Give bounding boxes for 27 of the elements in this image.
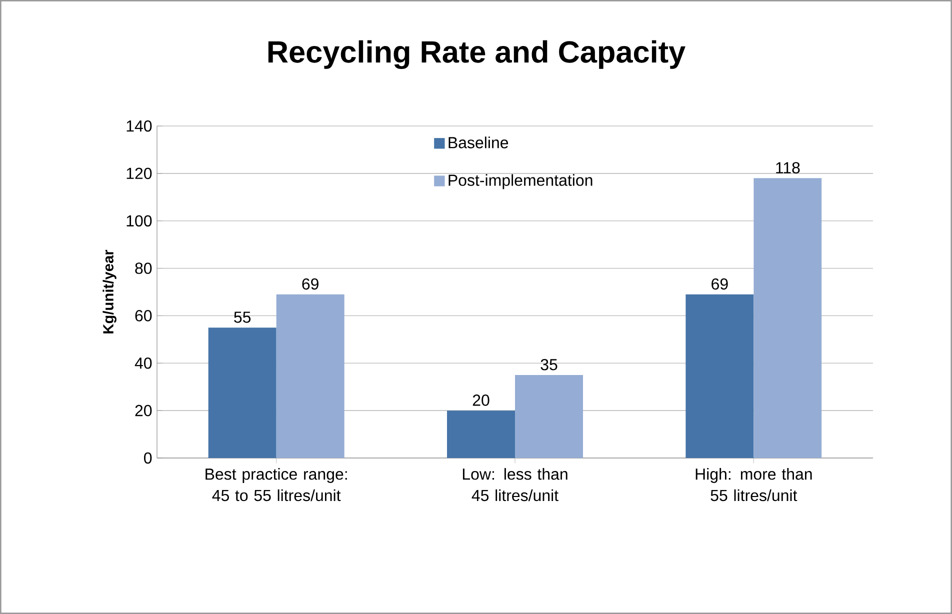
y-tick-label: 60 [135, 310, 152, 322]
legend-label: Post-implementation [448, 174, 592, 190]
data-label: 20 [472, 394, 490, 406]
x-tick-label: High: more than 55 litres/unit [696, 468, 812, 502]
bar [515, 375, 584, 458]
data-label: 55 [234, 312, 251, 323]
y-tick-label: 120 [126, 168, 152, 180]
chart-title: Recycling Rate and Capacity [268, 40, 686, 70]
bar [208, 328, 276, 458]
y-tick-label: 20 [135, 404, 152, 416]
data-label: 69 [302, 278, 318, 290]
y-tick-label: 100 [126, 215, 152, 227]
x-tick-label: Low: less than 45 litres/unit [462, 468, 568, 502]
y-tick-label: 0 [144, 452, 152, 464]
y-tick-label: 80 [135, 262, 152, 274]
bar [686, 294, 754, 458]
bar [754, 178, 822, 458]
y-tick-label: 140 [126, 120, 152, 132]
legend-label: Baseline [448, 136, 508, 148]
data-label: 69 [712, 278, 728, 290]
x-tick-label: Best practice range: 45 to 55 litres/unit [206, 468, 347, 502]
bar [447, 410, 516, 458]
bar [276, 294, 344, 458]
y-axis-title: Kg/unit/year [102, 250, 116, 334]
y-tick-label: 40 [134, 357, 152, 369]
data-label: 35 [540, 358, 558, 370]
data-label: 118 [776, 162, 800, 174]
